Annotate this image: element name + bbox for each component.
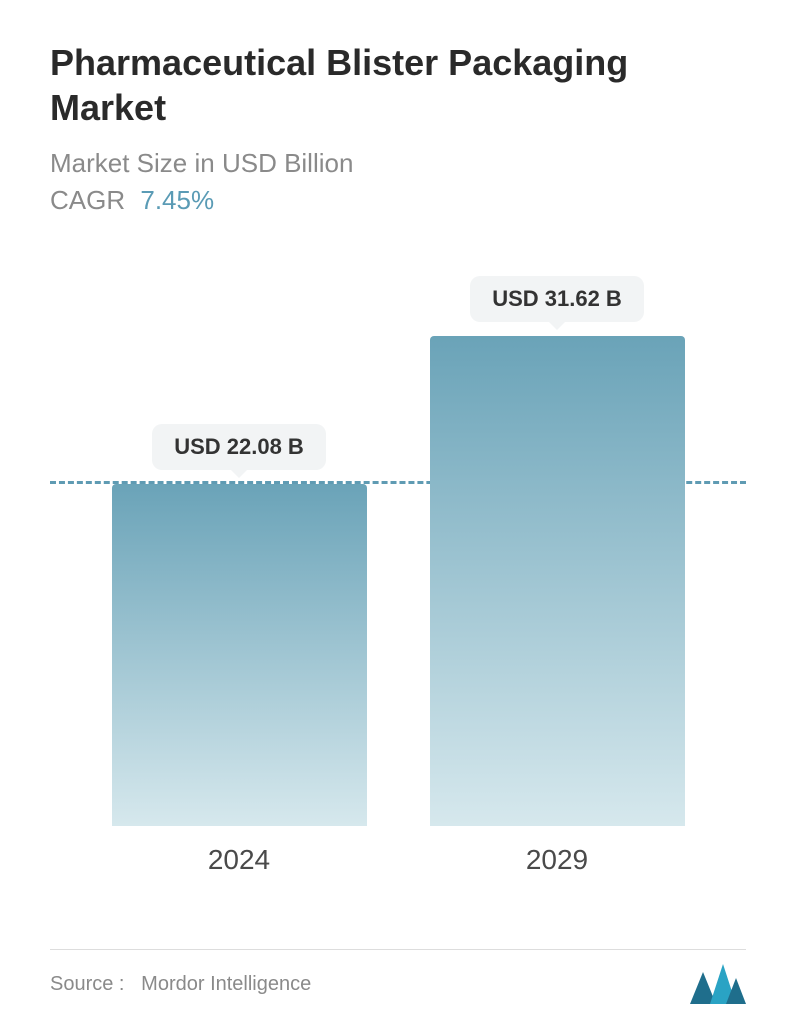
x-label-2024: 2024 — [112, 844, 367, 876]
bars-wrap: USD 22.08 B USD 31.62 B — [50, 266, 746, 826]
chart-title: Pharmaceutical Blister Packaging Market — [50, 40, 746, 130]
chart-container: Pharmaceutical Blister Packaging Market … — [0, 0, 796, 1034]
source-name: Mordor Intelligence — [141, 973, 311, 995]
value-pill-2029: USD 31.62 B — [470, 276, 644, 322]
bar-2024 — [112, 484, 367, 826]
bar-group-2024: USD 22.08 B — [112, 424, 367, 826]
source-text: Source : Mordor Intelligence — [50, 973, 311, 996]
cagr-label: CAGR — [50, 185, 125, 215]
x-axis-labels: 2024 2029 — [50, 826, 746, 876]
chart-subtitle: Market Size in USD Billion — [50, 148, 746, 179]
x-label-2029: 2029 — [430, 844, 685, 876]
chart-area: USD 22.08 B USD 31.62 B 2024 2029 — [50, 266, 746, 906]
source-label: Source : — [50, 973, 124, 995]
bar-2029 — [430, 336, 685, 826]
bar-group-2029: USD 31.62 B — [430, 276, 685, 826]
brand-logo-icon — [690, 964, 746, 1004]
value-pill-2024: USD 22.08 B — [152, 424, 326, 470]
cagr-value: 7.45% — [140, 185, 214, 215]
chart-footer: Source : Mordor Intelligence — [50, 949, 746, 1004]
cagr-row: CAGR 7.45% — [50, 185, 746, 216]
